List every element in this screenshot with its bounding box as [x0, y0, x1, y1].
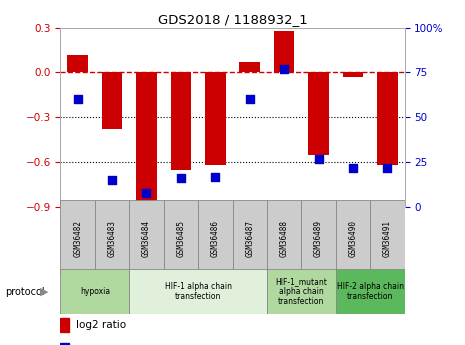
Bar [343, 72, 363, 77]
Point [143, 190, 150, 195]
Title: GDS2018 / 1188932_1: GDS2018 / 1188932_1 [158, 13, 307, 27]
Bar [370, 200, 405, 276]
Text: HIF-2 alpha chain
transfection: HIF-2 alpha chain transfection [337, 282, 404, 301]
Bar [60, 343, 69, 345]
Text: GSM36486: GSM36486 [211, 219, 220, 257]
Point [212, 174, 219, 179]
Text: GSM36487: GSM36487 [245, 219, 254, 257]
Bar [198, 200, 232, 276]
Text: log2 ratio: log2 ratio [76, 320, 126, 330]
Bar [95, 200, 129, 276]
Bar [164, 200, 198, 276]
Bar [129, 200, 164, 276]
Bar [301, 200, 336, 276]
Point [384, 165, 391, 170]
Bar [239, 62, 260, 72]
Bar [232, 200, 267, 276]
Text: GSM36484: GSM36484 [142, 219, 151, 257]
Text: GSM36482: GSM36482 [73, 219, 82, 257]
Text: protocol: protocol [5, 287, 44, 296]
Bar [267, 200, 301, 276]
Text: GSM36491: GSM36491 [383, 219, 392, 257]
Bar [129, 269, 267, 314]
Bar [60, 318, 69, 332]
Point [349, 165, 357, 170]
Bar [171, 72, 191, 170]
Point [108, 177, 116, 183]
Bar [336, 269, 405, 314]
Bar [136, 72, 157, 204]
Text: ▶: ▶ [40, 287, 48, 296]
Point [280, 66, 288, 72]
Text: GSM36485: GSM36485 [176, 219, 186, 257]
Point [246, 97, 253, 102]
Text: GSM36489: GSM36489 [314, 219, 323, 257]
Bar [60, 269, 129, 314]
Point [74, 97, 81, 102]
Bar [308, 72, 329, 155]
Point [177, 176, 185, 181]
Bar [274, 31, 294, 72]
Text: hypoxia: hypoxia [80, 287, 110, 296]
Text: HIF-1 alpha chain
transfection: HIF-1 alpha chain transfection [165, 282, 232, 301]
Bar [377, 72, 398, 165]
Text: HIF-1_mutant
alpha chain
transfection: HIF-1_mutant alpha chain transfection [275, 277, 327, 306]
Bar [67, 55, 88, 72]
Bar [267, 269, 336, 314]
Text: GSM36483: GSM36483 [107, 219, 117, 257]
Bar [102, 72, 122, 129]
Point [315, 156, 322, 161]
Text: GSM36488: GSM36488 [279, 219, 289, 257]
Text: GSM36490: GSM36490 [348, 219, 358, 257]
Bar [205, 72, 226, 165]
Bar [60, 200, 95, 276]
Bar [336, 200, 370, 276]
